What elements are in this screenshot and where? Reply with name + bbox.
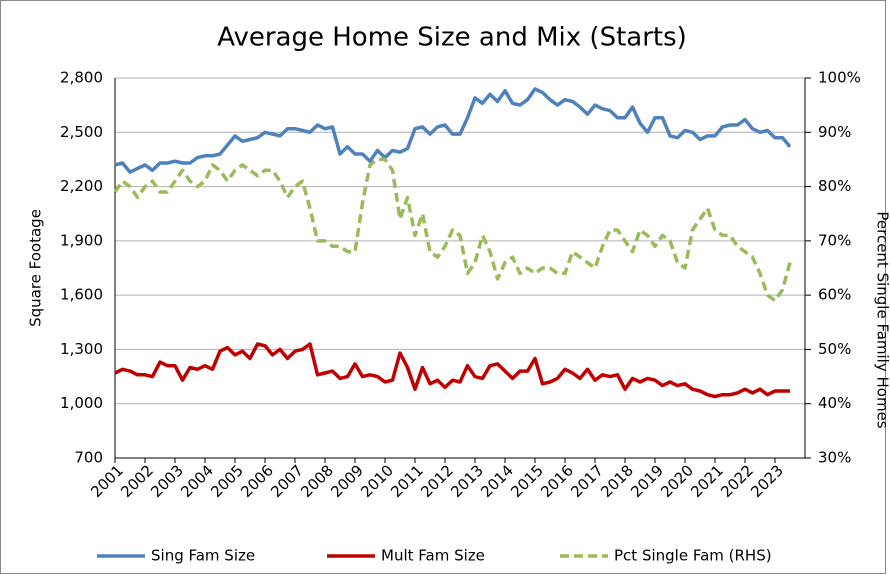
y2-tick-label: 30% — [818, 449, 851, 467]
legend-label: Pct Single Fam (RHS) — [614, 547, 772, 565]
y2-axis-label: Percent Single Family Homes — [874, 211, 890, 428]
chart-title: Average Home Size and Mix (Starts) — [217, 23, 687, 53]
series-line — [113, 157, 792, 303]
y-tick-label: 2,800 — [60, 69, 103, 87]
y-tick-label: 1,300 — [60, 340, 103, 358]
y-tick-label: 1,600 — [60, 286, 103, 304]
y-tick-label: 1,000 — [60, 394, 103, 412]
y2-tick-label: 70% — [818, 231, 851, 249]
legend-label: Sing Fam Size — [151, 547, 255, 565]
y-tick-label: 700 — [74, 449, 103, 467]
series-line — [114, 87, 792, 174]
y2-tick-label: 40% — [818, 394, 851, 412]
y2-tick-label: 90% — [818, 123, 851, 141]
y2-tick-label: 100% — [818, 69, 861, 87]
series-line — [114, 342, 790, 399]
y2-tick-label: 50% — [818, 340, 851, 358]
y-tick-label: 1,900 — [60, 231, 103, 249]
y-tick-label: 2,200 — [60, 177, 103, 195]
legend-label: Mult Fam Size — [381, 547, 485, 565]
y-tick-label: 2,500 — [60, 123, 103, 141]
y2-tick-label: 60% — [818, 286, 851, 304]
y-axis-label: Square Footage — [27, 209, 45, 327]
y2-tick-label: 80% — [818, 177, 851, 195]
